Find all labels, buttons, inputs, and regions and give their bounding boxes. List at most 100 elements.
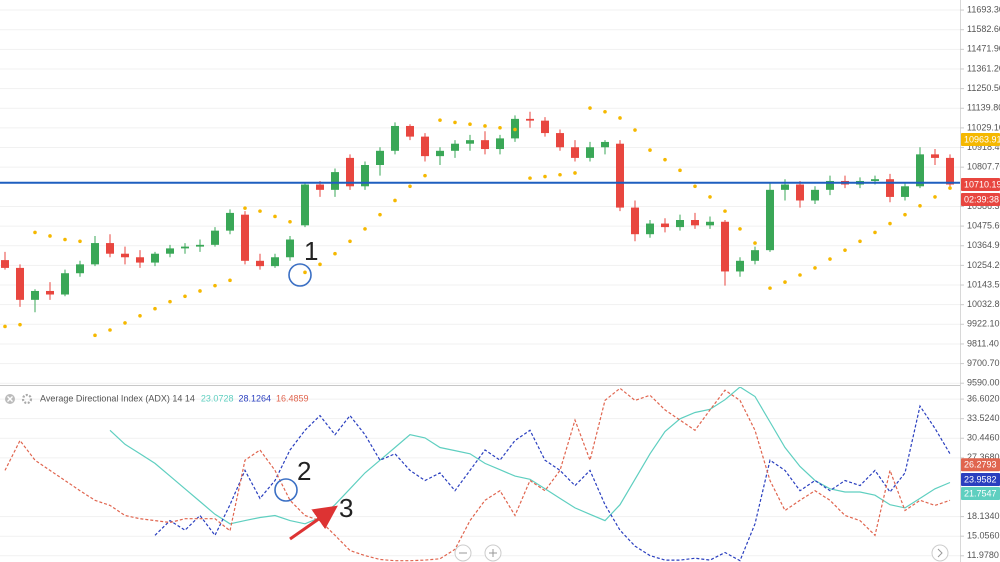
candle-body <box>676 220 684 228</box>
sar-dot <box>768 286 772 290</box>
candle-body <box>286 239 294 258</box>
sar-dot <box>288 219 292 224</box>
sar-dot <box>618 116 622 120</box>
sar-dot <box>798 273 802 277</box>
zoom-in-icon <box>489 549 497 557</box>
candle-body <box>946 157 954 185</box>
candle-body <box>46 290 54 295</box>
legend-value: 23.0728 <box>201 393 234 403</box>
candle-body <box>256 260 264 267</box>
sar-dot <box>363 227 367 231</box>
sar-dot <box>918 204 922 208</box>
sar-dot <box>873 230 877 235</box>
sar-dot <box>903 212 907 217</box>
candle-body <box>31 290 39 300</box>
annotation-arrow <box>289 505 338 541</box>
sar-dot <box>183 294 187 299</box>
price-tag: 23.9582 <box>964 474 997 484</box>
y-tick-label: 11471.90 <box>967 44 1000 54</box>
sar-dot <box>543 174 547 179</box>
sar-dot <box>453 120 457 125</box>
candle-body <box>436 150 444 157</box>
candle-body <box>91 243 99 265</box>
candle-body <box>76 264 84 274</box>
y-tick-label: 11139.80 <box>967 103 1000 113</box>
candle-body <box>376 150 384 165</box>
sar-dot <box>813 266 817 270</box>
y-tick-label: 36.6020 <box>967 393 1000 403</box>
sar-dot <box>213 283 217 288</box>
annotation-circle <box>274 478 298 502</box>
annotation: 3 <box>339 493 353 523</box>
sar-dot <box>318 262 322 267</box>
sar-dot <box>753 241 757 245</box>
settings-icon[interactable] <box>21 393 33 405</box>
price-tag-bg <box>961 458 1000 472</box>
candle-body <box>496 138 504 150</box>
sar-dot <box>738 227 742 231</box>
candle-body <box>556 133 564 148</box>
sar-dot <box>303 270 307 275</box>
annotation: 2 <box>297 456 311 486</box>
candle-body <box>1 260 9 268</box>
candle-body <box>166 248 174 254</box>
y-tick-label: 11582.60 <box>967 24 1000 34</box>
sar-dot <box>423 173 427 178</box>
price-tag-bg <box>961 177 1000 191</box>
candle-body <box>391 125 399 151</box>
candle-body <box>706 221 714 226</box>
sar-dot <box>48 234 52 238</box>
scroll-right-button[interactable] <box>931 544 949 562</box>
sar-dot <box>93 333 97 338</box>
candle-body <box>796 184 804 201</box>
scroll-right-icon <box>937 548 943 558</box>
sar-dot <box>168 299 172 304</box>
sar-dot <box>693 184 697 189</box>
candle-body <box>451 143 459 151</box>
candle-body <box>541 120 549 134</box>
y-tick-label: 10143.50 <box>967 279 1000 289</box>
candle-body <box>421 136 429 157</box>
legend-value: 28.1264 <box>238 393 271 403</box>
sar-dot <box>333 251 337 256</box>
sar-dot <box>243 206 247 210</box>
candle-body <box>916 154 924 187</box>
candle-body <box>481 140 489 150</box>
candle-body <box>631 207 639 235</box>
sar-dot <box>63 237 67 242</box>
candle-body <box>106 243 114 254</box>
sar-dot <box>78 239 82 244</box>
candle-body <box>301 184 309 226</box>
sar-dot <box>468 122 472 126</box>
sar-dot <box>378 212 382 217</box>
sar-dot <box>153 306 157 311</box>
sar-dot <box>18 322 22 327</box>
candle-body <box>766 189 774 251</box>
candle-body <box>136 257 144 263</box>
sar-dot <box>843 248 847 252</box>
sar-dot <box>438 118 442 122</box>
sar-dot <box>603 109 607 114</box>
sar-dot <box>3 324 7 329</box>
y-tick-label: 9590.00 <box>967 378 1000 388</box>
candle-body <box>61 273 69 295</box>
sar-dot <box>783 280 787 284</box>
price-tag: 10710.19 <box>964 179 1000 189</box>
sar-dot <box>588 106 592 110</box>
sar-dot <box>858 239 862 244</box>
candle-body <box>181 246 189 249</box>
candle-body <box>661 223 669 228</box>
candle-body <box>646 223 654 235</box>
price-tag-bg <box>961 132 1000 146</box>
sar-dot <box>708 195 712 199</box>
candle-body <box>271 257 279 267</box>
price-tag: 02:39:38 <box>964 194 999 204</box>
sar-dot <box>828 257 832 261</box>
sar-dot <box>663 157 667 162</box>
sar-dot <box>408 184 412 189</box>
candle-body <box>811 189 819 201</box>
sar-dot <box>198 289 202 293</box>
price-tag-bg <box>961 192 1000 206</box>
sar-dot <box>723 209 727 213</box>
